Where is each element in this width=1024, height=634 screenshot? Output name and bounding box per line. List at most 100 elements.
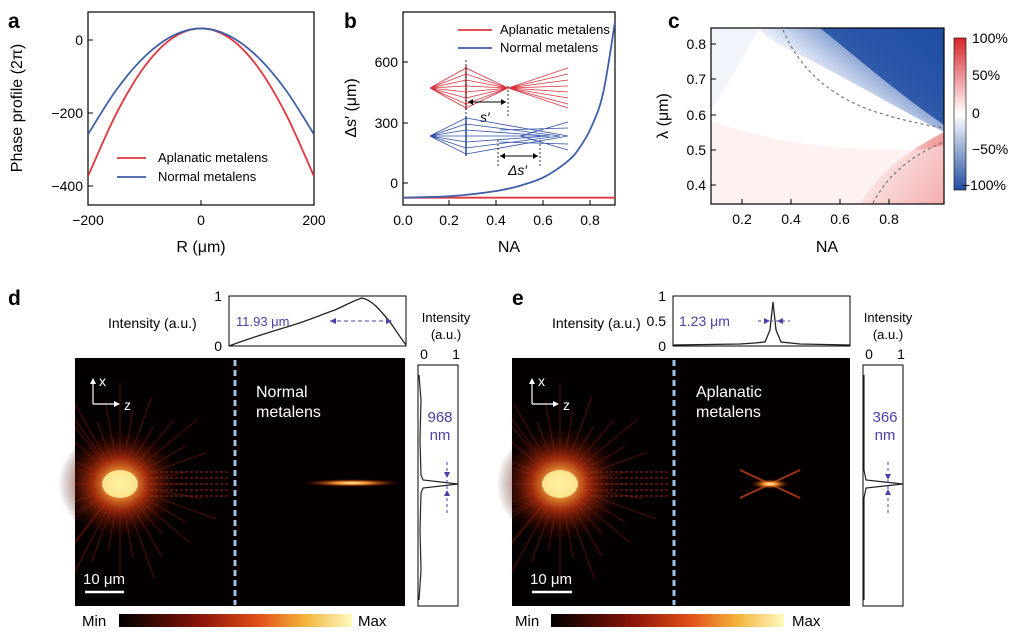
legend-label: Normal metalens bbox=[500, 40, 599, 55]
colorbar-label: −50% bbox=[972, 141, 1008, 157]
colorbar-label: 0 bbox=[972, 105, 980, 121]
top-profile-frame-d bbox=[228, 295, 407, 347]
colorbar-label: −100% bbox=[962, 177, 1006, 193]
x-tick-label: 1 bbox=[897, 346, 905, 362]
colorbar-c bbox=[953, 37, 967, 191]
lens-label-e: Aplanatic metalens bbox=[696, 384, 762, 421]
x-tick-marks-a bbox=[87, 39, 315, 205]
colorbar-label: 100% bbox=[972, 30, 1008, 46]
x-tick-label: 200 bbox=[302, 212, 326, 228]
y-tick-label: 0 bbox=[214, 338, 222, 354]
x-tick-label: 0.2 bbox=[439, 212, 459, 228]
plot-frame-b bbox=[402, 11, 616, 206]
series-lines-b bbox=[403, 21, 615, 199]
x-axis-title: R (μm) bbox=[176, 239, 225, 256]
side-profile-frame-e bbox=[862, 364, 904, 607]
panel-a: a −200 0 200 0 −200 −400 R (μm) Phase pr… bbox=[8, 10, 326, 256]
top-profile-curve-d bbox=[228, 297, 407, 347]
side-profile-label-d: Intensity (a.u.) bbox=[422, 310, 471, 342]
profile-y-label: Intensity (a.u.) bbox=[108, 315, 197, 331]
y-tick-label: 0.4 bbox=[687, 177, 707, 193]
colorbar-label: 50% bbox=[972, 67, 1000, 83]
fwhm-label-e-top: 1.23 μm bbox=[679, 313, 730, 329]
side-profile-label-e: Intensity (a.u.) bbox=[864, 310, 913, 342]
x-tick-label: 0 bbox=[865, 346, 873, 362]
legend-label: Aplanatic metalens bbox=[500, 22, 610, 37]
profile-y-label: Intensity (a.u.) bbox=[552, 315, 641, 331]
axis-label-z: z bbox=[563, 397, 570, 413]
ray-diagram-aplanatic: s′ bbox=[429, 60, 569, 125]
panel-letter-d: d bbox=[8, 287, 21, 310]
x-tick-label: 0.2 bbox=[732, 211, 752, 227]
colorbar-min-d: Min bbox=[82, 613, 106, 629]
y-tick-label: 0 bbox=[75, 32, 83, 48]
legend-b: Aplanatic metalens Normal metalens bbox=[458, 22, 610, 55]
y-tick-label: 0 bbox=[390, 175, 398, 191]
x-tick-label: 0.4 bbox=[486, 212, 506, 228]
x-tick-label: 0.8 bbox=[580, 212, 600, 228]
panel-letter-e: e bbox=[512, 287, 524, 310]
panel-e: e 1.23 μm 1 0.5 0 Intensity (a.u.) x z A… bbox=[496, 287, 913, 630]
colorbar-d bbox=[119, 614, 352, 627]
legend-label: Aplanatic metalens bbox=[158, 150, 268, 165]
fwhm-label-d-top: 11.93 μm bbox=[236, 314, 290, 329]
tick-marks-b bbox=[402, 61, 591, 205]
top-profile-curve-e bbox=[672, 301, 851, 346]
x-tick-label: 0.6 bbox=[830, 211, 850, 227]
x-axis-title: NA bbox=[816, 239, 839, 256]
x-tick-label: 0 bbox=[197, 212, 205, 228]
series-line-normal bbox=[403, 21, 615, 199]
colorbar-max-e: Max bbox=[792, 613, 821, 629]
x-axis-title: NA bbox=[498, 239, 521, 256]
colorbar-max-d: Max bbox=[358, 613, 387, 629]
scalebar-label-e: 10 μm bbox=[530, 571, 572, 588]
panel-b: b 0.0 0.2 0.4 0.6 0.8 0 300 600 NA Δs′ (… bbox=[343, 10, 616, 256]
panel-letter-c: c bbox=[668, 10, 680, 33]
panel-letter-a: a bbox=[8, 10, 20, 33]
panel-d: d 11.93 μm 1 0 Intensity (a.u.) x z Norm… bbox=[8, 287, 471, 630]
side-profile-frame-d bbox=[417, 364, 459, 607]
inset-label-s: s′ bbox=[480, 109, 491, 125]
series-lines-a bbox=[88, 27, 314, 177]
y-tick-label: 0.6 bbox=[687, 107, 707, 123]
y-tick-label: 0.7 bbox=[687, 71, 707, 87]
ray-diagram-normal: Δs′ bbox=[429, 116, 569, 178]
fwhm-label-d-side: 968 nm bbox=[427, 409, 452, 444]
inset-label-delta-s: Δs′ bbox=[507, 162, 528, 178]
axis-label-x: x bbox=[538, 373, 545, 389]
x-tick-label: 0.6 bbox=[533, 212, 553, 228]
panel-letter-b: b bbox=[344, 10, 357, 33]
y-tick-label: −400 bbox=[51, 178, 83, 194]
x-tick-label: 0 bbox=[420, 346, 428, 362]
colorbar-min-e: Min bbox=[515, 613, 539, 629]
scalebar-label-d: 10 μm bbox=[83, 571, 125, 588]
legend-a: Aplanatic metalens Normal metalens bbox=[117, 150, 268, 184]
y-tick-label: 1 bbox=[658, 288, 666, 304]
x-tick-label: 0.4 bbox=[781, 211, 801, 227]
top-profile-frame-e bbox=[672, 295, 851, 347]
y-tick-label: 600 bbox=[375, 54, 399, 70]
y-tick-label: 0.5 bbox=[687, 142, 707, 158]
colorbar-e bbox=[551, 614, 784, 627]
plot-frame-c bbox=[710, 27, 945, 205]
x-tick-label: 1 bbox=[452, 346, 460, 362]
legend-label: Normal metalens bbox=[158, 169, 257, 184]
axis-label-z: z bbox=[124, 397, 131, 413]
y-tick-label: 300 bbox=[375, 115, 399, 131]
lens-label-d: Normal metalens bbox=[256, 384, 321, 421]
y-axis-title: Δs′ (μm) bbox=[343, 78, 360, 137]
y-axis-title: λ (μm) bbox=[655, 93, 672, 139]
x-tick-label: 0.0 bbox=[393, 212, 413, 228]
x-tick-label: −200 bbox=[72, 212, 104, 228]
contour-line-upper bbox=[782, 29, 945, 129]
axis-label-x: x bbox=[99, 373, 106, 389]
heatmap-c bbox=[711, 28, 944, 204]
contour-line-lower bbox=[872, 141, 945, 204]
series-line-normal bbox=[88, 27, 314, 135]
tick-marks-c bbox=[711, 43, 890, 204]
y-tick-label: −200 bbox=[51, 105, 83, 121]
y-tick-label: 0 bbox=[658, 338, 666, 354]
x-tick-label: 0.8 bbox=[879, 211, 899, 227]
fwhm-label-e-side: 366 nm bbox=[872, 409, 897, 444]
